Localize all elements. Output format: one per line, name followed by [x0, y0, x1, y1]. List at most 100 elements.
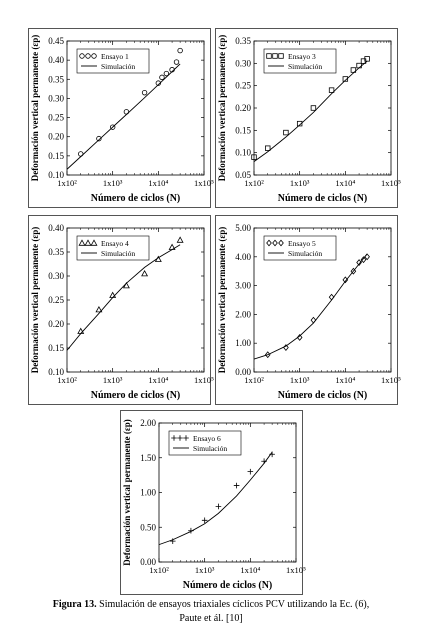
data-point: [154, 255, 162, 262]
data-point: [96, 135, 102, 142]
data-point: [177, 47, 183, 54]
data-point: [247, 468, 254, 475]
data-point: [173, 59, 180, 65]
legend-label: Ensayo 1: [101, 52, 129, 61]
plot-frame: [253, 227, 392, 373]
y-tick-label: 0.45: [48, 36, 64, 46]
data-point: [168, 243, 176, 250]
legend-label: Simulación: [288, 62, 322, 71]
y-tick-label: 0.25: [235, 81, 251, 91]
y-tick-label: 1.50: [140, 453, 156, 463]
data-point: [163, 70, 170, 77]
legend-marker: [78, 239, 86, 246]
data-point: [159, 74, 165, 81]
legend-box: [76, 235, 150, 261]
legend-box: [168, 430, 242, 456]
legend-marker: [85, 53, 91, 59]
x-tick-label: 1x10⁴: [335, 375, 355, 385]
data-point: [264, 351, 271, 359]
legend-marker: [278, 239, 284, 247]
legend-label: Simulación: [193, 444, 227, 453]
legend-label: Ensayo 6: [193, 434, 221, 443]
legend-marker: [91, 53, 97, 59]
y-tick-label: 0.30: [235, 58, 251, 68]
legend-box: [263, 235, 337, 261]
y-tick-label: 0.25: [48, 113, 64, 123]
y-tick-label: 0.15: [48, 343, 64, 353]
data-point: [283, 344, 289, 351]
legend-marker: [266, 239, 272, 247]
data-point: [176, 236, 184, 243]
data-point: [169, 538, 176, 544]
data-point: [122, 281, 130, 289]
y-tick-label: 0.05: [235, 170, 251, 180]
legend-marker: [177, 435, 183, 441]
data-point: [201, 517, 208, 524]
chart-svg: 0.05 0.10 0.15 0.20 0.25 0.30 0.35 1x10² 1x10³ 1x…: [217, 35, 401, 204]
y-tick-label: 0.10: [235, 148, 251, 158]
data-point: [356, 62, 362, 69]
x-tick-label: 1x10⁵: [286, 565, 306, 575]
legend-label: Ensayo 3: [288, 52, 316, 61]
x-axis-label: Número de ciclos (N): [91, 390, 181, 401]
x-tick-label: 1x10³: [195, 565, 215, 575]
legend-box: [76, 48, 150, 74]
data-point: [188, 527, 194, 534]
legend-marker: [90, 239, 98, 246]
chart-svg: 0.10 0.15 0.20 0.25 0.30 0.35 0.40 0.45 1x10² 1x1…: [30, 35, 214, 204]
y-axis-label: Deformación vertical permanente (εp): [122, 419, 132, 566]
data-point: [141, 89, 148, 96]
caption-text: Simulación de ensayos triaxiales cíclico…: [99, 599, 370, 610]
x-tick-label: 1x10⁵: [194, 375, 214, 385]
data-point: [296, 120, 303, 127]
y-tick-label: 0.10: [48, 367, 64, 377]
legend-label: Simulación: [101, 62, 135, 71]
data-point: [283, 129, 289, 136]
data-point: [328, 87, 335, 93]
y-tick-label: 0.50: [140, 522, 156, 532]
plot-frame: [66, 40, 205, 176]
y-tick-label: 3.00: [235, 281, 251, 291]
simulation-line: [158, 451, 273, 546]
x-tick-label: 1x10⁵: [381, 178, 401, 188]
data-point: [233, 482, 240, 489]
x-axis-label: Número de ciclos (N): [278, 390, 368, 401]
chart-panel-ensayo-4: 0.10 0.15 0.20 0.25 0.30 0.35 0.40 1x10² 1x10³ 1x…: [28, 215, 214, 405]
data-point: [296, 334, 303, 341]
legend-marker: [183, 435, 189, 441]
y-tick-label: 0.20: [48, 319, 64, 329]
data-point: [310, 105, 317, 111]
legend-label: Ensayo 4: [101, 239, 129, 248]
data-point: [123, 109, 130, 115]
data-point: [310, 316, 317, 324]
chart-svg: 0.00 0.50 1.00 1.50 2.00 1x10² 1x10³ 1x10⁴ 1x10⁵…: [122, 418, 306, 591]
legend-box: [263, 48, 337, 74]
data-point: [78, 151, 84, 157]
data-point: [269, 451, 275, 458]
y-tick-label: 0.15: [48, 151, 64, 161]
y-axis-label: Deformación vertical permanente (εp): [30, 35, 40, 182]
x-tick-label: 1x10³: [103, 178, 123, 188]
data-point: [215, 503, 222, 510]
data-point: [261, 458, 267, 465]
data-point: [364, 56, 370, 62]
legend-label: Ensayo 5: [288, 239, 316, 248]
x-tick-label: 1x10⁴: [335, 178, 355, 188]
y-axis-label: Deformación vertical permanente (εp): [217, 35, 227, 182]
y-tick-label: 0.30: [48, 271, 64, 281]
data-point: [360, 256, 367, 264]
data-point: [364, 253, 370, 261]
x-tick-label: 1x10⁴: [148, 375, 168, 385]
y-tick-label: 1.00: [235, 338, 251, 348]
x-tick-label: 1x10²: [149, 565, 169, 575]
y-tick-label: 2.00: [140, 418, 156, 428]
chart-panel-ensayo-1: 0.10 0.15 0.20 0.25 0.30 0.35 0.40 0.45 1x10² 1x1…: [28, 28, 214, 208]
x-tick-label: 1x10²: [57, 375, 77, 385]
y-tick-label: 0.40: [48, 223, 64, 233]
y-tick-label: 0.35: [48, 247, 64, 257]
y-tick-label: 0.35: [235, 36, 251, 46]
x-tick-label: 1x10²: [244, 375, 264, 385]
data-point: [350, 267, 357, 275]
caption-line-2: Paute et ál. [10]: [179, 613, 243, 624]
data-point: [342, 76, 349, 82]
